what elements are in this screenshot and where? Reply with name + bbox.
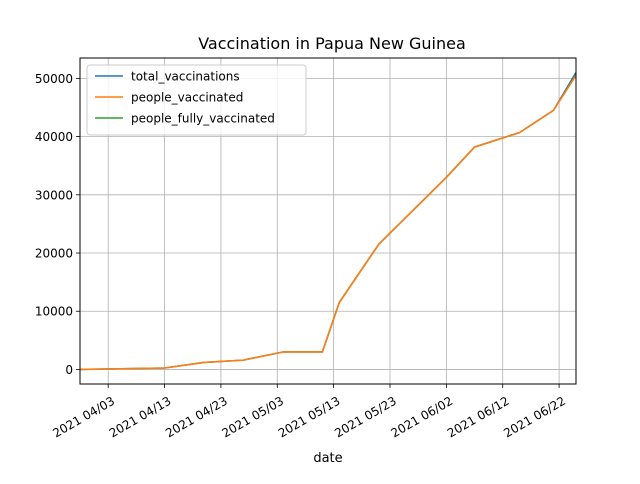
y-tick-label: 10000 [35, 305, 73, 319]
legend-label: people_vaccinated [131, 91, 243, 105]
y-tick-label: 20000 [35, 247, 73, 261]
series-line-people-vaccinated [80, 75, 576, 371]
chart-title: Vaccination in Papua New Guinea [198, 34, 466, 53]
plot-frame [79, 57, 577, 385]
legend-label: people_fully_vaccinated [131, 112, 275, 126]
y-tick-label: 40000 [35, 130, 73, 144]
legend: total_vaccinations people_vaccinatedpeopl… [86, 64, 307, 136]
legend-box [86, 64, 307, 136]
x-axis-label: date [313, 451, 342, 466]
y-tick-label: 30000 [35, 188, 73, 202]
legend-label: total_vaccinations [131, 70, 240, 84]
y-tick-label: 50000 [35, 72, 73, 86]
y-tick-label: 0 [65, 363, 73, 377]
series-lines [80, 72, 576, 371]
